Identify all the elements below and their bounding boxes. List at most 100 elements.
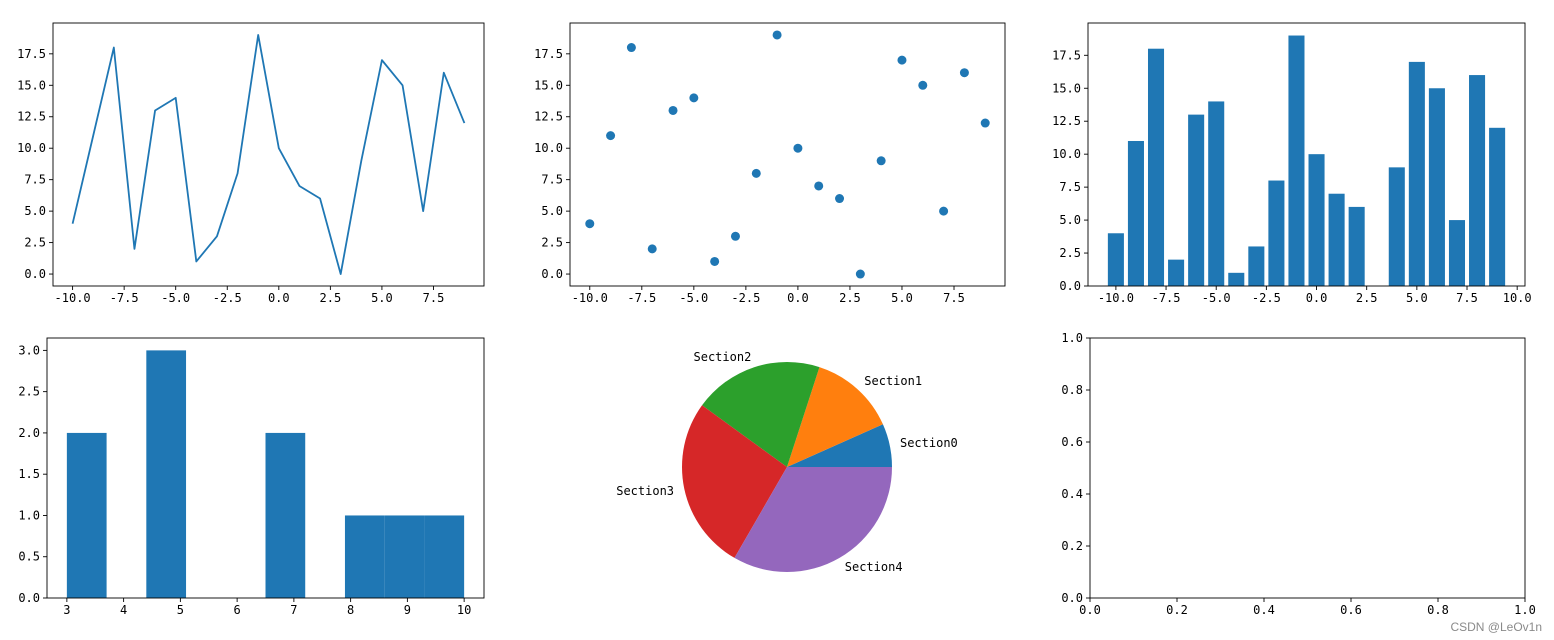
scatter-point: [918, 80, 928, 90]
hist-chart-xtick-label: 4: [120, 603, 127, 617]
line-point: [277, 147, 280, 150]
scatter-point: [793, 143, 803, 153]
hist-bar: [265, 432, 306, 598]
bar-chart-xtick-label: -7.5: [1152, 291, 1181, 305]
scatter-chart-ytick-label: 17.5: [534, 47, 563, 61]
line-point: [463, 122, 466, 125]
line-chart-ytick-label: 10.0: [17, 141, 46, 155]
hist-chart-xtick-label: 8: [347, 603, 354, 617]
hist-chart-xtick-label: 5: [177, 603, 184, 617]
pie-chart: Section0 Section1 Section2 Section3 Section4: [616, 350, 958, 574]
bar-chart-xtick-label: -2.5: [1252, 291, 1281, 305]
line-chart-xtick-label: 7.5: [423, 291, 445, 305]
scatter-point: [751, 168, 761, 178]
hist-chart-ytick-label: 0.0: [18, 591, 40, 605]
scatter-chart-ytick-label: 12.5: [534, 110, 563, 124]
bar: [1489, 127, 1506, 287]
hist-chart-ytick-label: 2.0: [18, 426, 40, 440]
line-chart-xtick-label: 0.0: [268, 291, 290, 305]
line-chart-xtick-label: 5.0: [371, 291, 393, 305]
bar: [1308, 154, 1325, 286]
line-point: [195, 260, 198, 263]
pie-label: Section4: [845, 560, 903, 574]
scatter-point: [876, 156, 886, 166]
line-point: [92, 134, 95, 137]
hist-chart-xtick-label: 9: [404, 603, 411, 617]
empty-chart-axes: 0.0 0.2 0.4 0.6 0.8 1.0 0.0 0.2 0.4 0.6 0.8 1.0: [1061, 331, 1536, 617]
line-point: [257, 33, 260, 36]
empty-chart-ytick-label: 0.8: [1061, 383, 1083, 397]
hist-bar: [424, 515, 465, 598]
line-point: [442, 71, 445, 74]
scatter-chart-ytick-label: 15.0: [534, 78, 563, 92]
bar: [1127, 140, 1144, 286]
line-point: [215, 235, 218, 238]
scatter-point: [647, 244, 657, 254]
bar-chart-ytick-label: 7.5: [1059, 180, 1081, 194]
line-point: [298, 184, 301, 187]
line-chart-ytick-label: 17.5: [17, 47, 46, 61]
bar: [1188, 114, 1205, 286]
scatter-point: [939, 206, 949, 216]
empty-chart-xtick-label: 0.4: [1253, 603, 1275, 617]
pie-label: Section2: [694, 350, 752, 364]
bar-chart-xtick-label: -10.0: [1098, 291, 1134, 305]
bar: [1107, 233, 1124, 286]
hist-bar: [66, 432, 107, 598]
scatter-point: [710, 256, 720, 266]
scatter-point: [585, 219, 595, 229]
empty-chart-xtick-label: 0.6: [1340, 603, 1362, 617]
empty-chart-frame: [1089, 337, 1526, 599]
line-chart-ytick-label: 2.5: [24, 236, 46, 250]
scatter-point: [897, 55, 907, 65]
scatter-point: [980, 118, 990, 128]
bar-chart-xtick-label: -5.0: [1202, 291, 1231, 305]
hist-bar: [146, 350, 187, 598]
line-point: [422, 210, 425, 213]
hist-chart-ytick-label: 0.5: [18, 550, 40, 564]
pie-slice: [787, 424, 892, 467]
scatter-chart-xtick-label: -2.5: [731, 291, 760, 305]
watermark: CSDN @LeOv1n: [1450, 620, 1542, 634]
bar: [1168, 259, 1185, 286]
empty-chart-ytick-label: 0.0: [1061, 591, 1083, 605]
bar: [1348, 206, 1365, 286]
empty-chart-xtick-label: 0.8: [1427, 603, 1449, 617]
line-chart-xtick-label: -10.0: [55, 291, 91, 305]
line-chart-xtick-label: -5.0: [161, 291, 190, 305]
scatter-chart-ytick-label: 7.5: [541, 173, 563, 187]
scatter-chart-xtick-label: 0.0: [787, 291, 809, 305]
bar-chart-ytick-label: 17.5: [1052, 48, 1081, 62]
bar-chart-ytick-label: 5.0: [1059, 213, 1081, 227]
line-point: [360, 159, 363, 162]
hist-chart-xtick-label: 6: [234, 603, 241, 617]
empty-chart-xtick-label: 0.0: [1079, 603, 1101, 617]
bar-chart-ytick-label: 2.5: [1059, 246, 1081, 260]
scatter-point: [835, 194, 845, 204]
empty-chart-xtick-label: 0.2: [1166, 603, 1188, 617]
bar-chart-ytick-label: 12.5: [1052, 114, 1081, 128]
bar: [1288, 35, 1305, 287]
line-chart-ytick-label: 0.0: [24, 267, 46, 281]
hist-chart-axes: 3 4 5 6 7 8 9 10 0.0 0.5 1.0 1.5 2.0 2.5 3.0: [18, 343, 471, 617]
pie-slice: [734, 467, 892, 572]
bar-chart-ytick-label: 0.0: [1059, 279, 1081, 293]
scatter-point: [959, 68, 969, 78]
bar: [1268, 180, 1285, 286]
empty-chart-xtick-label: 1.0: [1514, 603, 1536, 617]
line-point: [154, 109, 157, 112]
bar: [1328, 193, 1345, 286]
bar: [1228, 272, 1245, 286]
scatter-point: [668, 105, 678, 115]
scatter-point: [730, 231, 740, 241]
scatter-chart-xtick-label: -7.5: [627, 291, 656, 305]
empty-chart-ytick-label: 1.0: [1061, 331, 1083, 345]
bar: [1208, 101, 1225, 286]
bar: [1448, 220, 1466, 286]
bar-chart-xtick-label: 0.0: [1306, 291, 1328, 305]
line-point: [380, 59, 383, 62]
line-point: [339, 273, 342, 276]
empty-chart-ytick-label: 0.2: [1061, 539, 1083, 553]
bar: [1469, 75, 1486, 286]
